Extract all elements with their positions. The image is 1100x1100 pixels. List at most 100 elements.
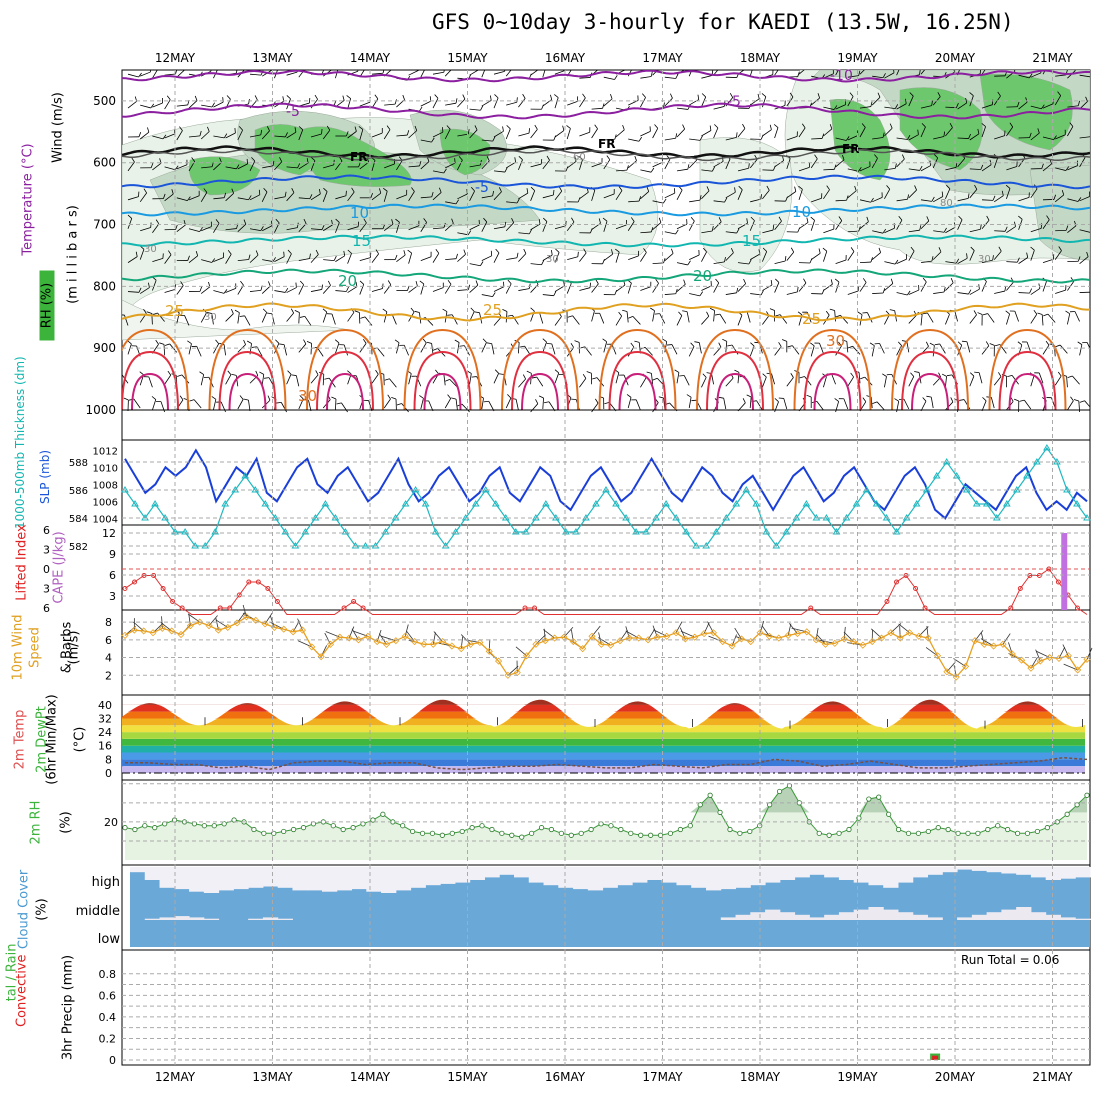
wind-barb-flag bbox=[690, 216, 695, 222]
wind-barb-flag bbox=[284, 191, 287, 197]
wind-barb bbox=[713, 70, 719, 76]
wind-barb bbox=[1054, 250, 1062, 260]
wind-barb-flag bbox=[854, 185, 857, 191]
temp-band bbox=[122, 759, 1085, 767]
wind-barb-flag bbox=[336, 402, 342, 405]
wind-barb-flag bbox=[502, 126, 504, 132]
wind-barb bbox=[396, 134, 408, 137]
wind10-barb bbox=[899, 626, 901, 639]
wind-barb bbox=[505, 128, 511, 140]
wind-barb-flag bbox=[504, 70, 506, 72]
wind-barb-flag bbox=[885, 310, 890, 315]
cloud-middle-gap bbox=[868, 907, 884, 920]
wind-barb-flag bbox=[255, 370, 259, 376]
wind-barb-flag bbox=[943, 227, 947, 233]
wind-barb-flag bbox=[950, 278, 954, 283]
wind-barb bbox=[518, 98, 526, 108]
wind-barb bbox=[859, 106, 871, 109]
wind-barb bbox=[505, 283, 512, 294]
cloud-middle-gap bbox=[144, 918, 161, 920]
cloud-high-gap bbox=[262, 867, 279, 887]
thickness-point bbox=[471, 500, 480, 507]
wind-barb bbox=[213, 197, 225, 200]
thickness-point bbox=[912, 500, 921, 507]
wind-barb-flag bbox=[699, 135, 703, 141]
wind-barb bbox=[591, 283, 599, 293]
wind-barb bbox=[847, 251, 855, 261]
wind-barb-flag bbox=[387, 394, 391, 400]
wind-barb bbox=[139, 249, 145, 260]
wind-barb-flag bbox=[492, 136, 496, 142]
wind-barb-flag bbox=[321, 225, 325, 230]
wind-barb bbox=[164, 254, 172, 264]
wind-barb-flag bbox=[992, 255, 994, 261]
wind-barb bbox=[771, 373, 775, 385]
wind-barb-flag bbox=[615, 248, 620, 253]
rh-point bbox=[737, 830, 743, 836]
cloud-middle-gap bbox=[971, 914, 988, 920]
wind10-point bbox=[821, 640, 830, 648]
rh-point bbox=[667, 830, 674, 836]
wind-barb-flag bbox=[223, 133, 228, 139]
wind-barb bbox=[872, 137, 884, 140]
cloud-high-gap bbox=[587, 867, 604, 891]
wind-barb bbox=[1054, 95, 1062, 106]
wind-barb bbox=[152, 135, 164, 140]
wind-barb bbox=[713, 106, 725, 110]
wind-barb bbox=[341, 402, 348, 413]
wind10-point bbox=[859, 641, 867, 649]
wind-barb-flag bbox=[669, 93, 673, 99]
wind-barb-flag bbox=[260, 226, 264, 231]
wind-barb-flag bbox=[410, 307, 415, 313]
wind-barb-flag bbox=[862, 397, 867, 402]
wind-barb bbox=[689, 199, 701, 203]
li-point bbox=[255, 579, 261, 585]
warm-contour bbox=[423, 372, 462, 411]
run-total-value: 0.06 bbox=[1032, 953, 1060, 967]
thickness-label: 1000-500mb Thickness (dm) bbox=[13, 356, 27, 529]
wind-barb-flag bbox=[470, 307, 475, 312]
cloud-middle-gap bbox=[1045, 914, 1061, 920]
wind-barb-flag bbox=[986, 215, 990, 221]
wind-barb bbox=[774, 160, 784, 168]
wind-barb bbox=[871, 345, 875, 357]
wind-barb-flag bbox=[626, 165, 629, 171]
wind-barb bbox=[1047, 313, 1056, 323]
wind-barb bbox=[591, 128, 598, 139]
warm-contour bbox=[326, 372, 364, 411]
wind-barb-flag bbox=[1061, 190, 1065, 196]
wind-barb-flag bbox=[309, 253, 311, 259]
wind-barb bbox=[1006, 226, 1016, 234]
wind-barb bbox=[225, 166, 237, 170]
wind-barb bbox=[725, 231, 737, 234]
wind-barb bbox=[225, 288, 236, 293]
wind-barb bbox=[432, 71, 444, 75]
upper-mb-label: (m i l l i b a r s) bbox=[65, 205, 81, 304]
wind-barb-flag bbox=[714, 313, 721, 316]
wind-barb-flag bbox=[155, 339, 159, 345]
wind-barb-flag bbox=[901, 154, 905, 160]
wind10-point bbox=[709, 629, 717, 637]
wind-barb-flag bbox=[761, 93, 767, 97]
wind-barb-flag bbox=[544, 401, 550, 404]
wind-barb-flag bbox=[426, 341, 432, 344]
cloud-middle-gap bbox=[720, 917, 737, 920]
wind-barb bbox=[163, 344, 165, 356]
wind-barb-flag bbox=[907, 194, 910, 200]
wind-barb-flag bbox=[736, 287, 739, 293]
wind-barb-flag bbox=[207, 126, 210, 132]
wind10-point bbox=[326, 640, 335, 648]
wind-barb-flag bbox=[362, 338, 367, 344]
wind-barb bbox=[371, 288, 383, 292]
wind-barb bbox=[843, 398, 849, 410]
wind-barb-flag bbox=[322, 308, 328, 313]
wind-barb-flag bbox=[953, 70, 955, 73]
wind-barb-flag bbox=[507, 279, 512, 285]
temp-band bbox=[122, 725, 1085, 733]
rh-point bbox=[419, 830, 426, 836]
wind-barb-flag bbox=[830, 279, 833, 285]
wind-barb-flag bbox=[199, 371, 204, 375]
temp-band bbox=[122, 718, 1085, 726]
wind-barb-flag bbox=[394, 254, 398, 260]
wind-barb-flag bbox=[968, 133, 972, 139]
